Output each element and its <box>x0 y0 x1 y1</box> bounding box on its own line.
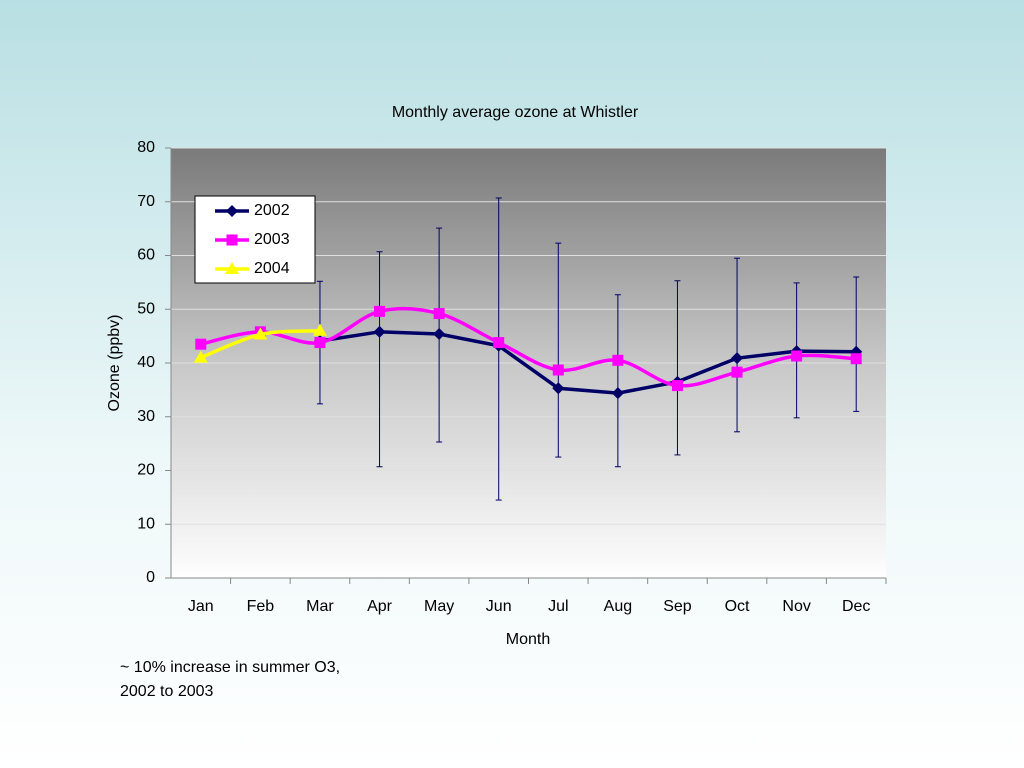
point-marker <box>671 380 683 392</box>
point-marker <box>731 352 744 365</box>
point-marker <box>611 387 624 400</box>
point-marker <box>195 338 207 350</box>
point-marker <box>373 325 386 338</box>
annotation: 2002 to 2003 <box>120 683 214 700</box>
x-tick-label: Oct <box>725 598 750 615</box>
x-tick-label: Feb <box>247 598 275 615</box>
point-marker <box>552 382 565 395</box>
y-tick-label: 40 <box>137 354 155 371</box>
point-marker <box>374 305 386 317</box>
series-line <box>319 330 857 395</box>
x-axis-title: Month <box>506 631 550 648</box>
x-tick-label: Jun <box>486 598 512 615</box>
point-marker <box>314 337 326 349</box>
y-tick-label: 30 <box>137 408 155 425</box>
chart-title: Monthly average ozone at Whistler <box>392 104 639 121</box>
point-marker <box>312 323 327 336</box>
point-marker <box>850 353 862 365</box>
x-tick-label: May <box>424 598 454 615</box>
legend-label: 2004 <box>254 260 290 277</box>
point-marker <box>253 327 268 340</box>
annotation: ~ 10% increase in summer O3, <box>120 659 340 676</box>
y-tick-label: 10 <box>137 515 155 532</box>
x-tick-label: Jan <box>188 598 214 615</box>
point-marker <box>791 350 803 362</box>
legend-marker <box>226 234 238 246</box>
y-tick-label: 50 <box>137 300 155 317</box>
x-tick-label: Aug <box>604 598 632 615</box>
x-tick-label: Dec <box>842 598 870 615</box>
legend-marker <box>225 262 239 274</box>
x-tick-label: Mar <box>306 598 334 615</box>
x-tick-label: Apr <box>367 598 393 615</box>
y-tick-label: 0 <box>146 569 155 586</box>
y-axis-title: Ozone (ppbv) <box>106 315 123 412</box>
point-marker <box>612 354 624 366</box>
y-tick-label: 20 <box>137 462 155 479</box>
point-marker <box>552 364 564 376</box>
point-marker <box>433 308 445 320</box>
legend-label: 2002 <box>254 202 290 219</box>
y-tick-label: 60 <box>137 247 155 264</box>
y-tick-label: 70 <box>137 193 155 210</box>
legend-marker <box>226 205 238 217</box>
x-tick-label: Jul <box>548 598 568 615</box>
x-tick-label: Nov <box>782 598 810 615</box>
point-marker <box>493 337 505 349</box>
point-marker <box>731 366 743 378</box>
x-tick-label: Sep <box>663 598 692 615</box>
point-marker <box>433 327 446 340</box>
y-tick-label: 80 <box>137 139 155 156</box>
point-marker <box>193 350 208 363</box>
legend-label: 2003 <box>254 231 290 248</box>
